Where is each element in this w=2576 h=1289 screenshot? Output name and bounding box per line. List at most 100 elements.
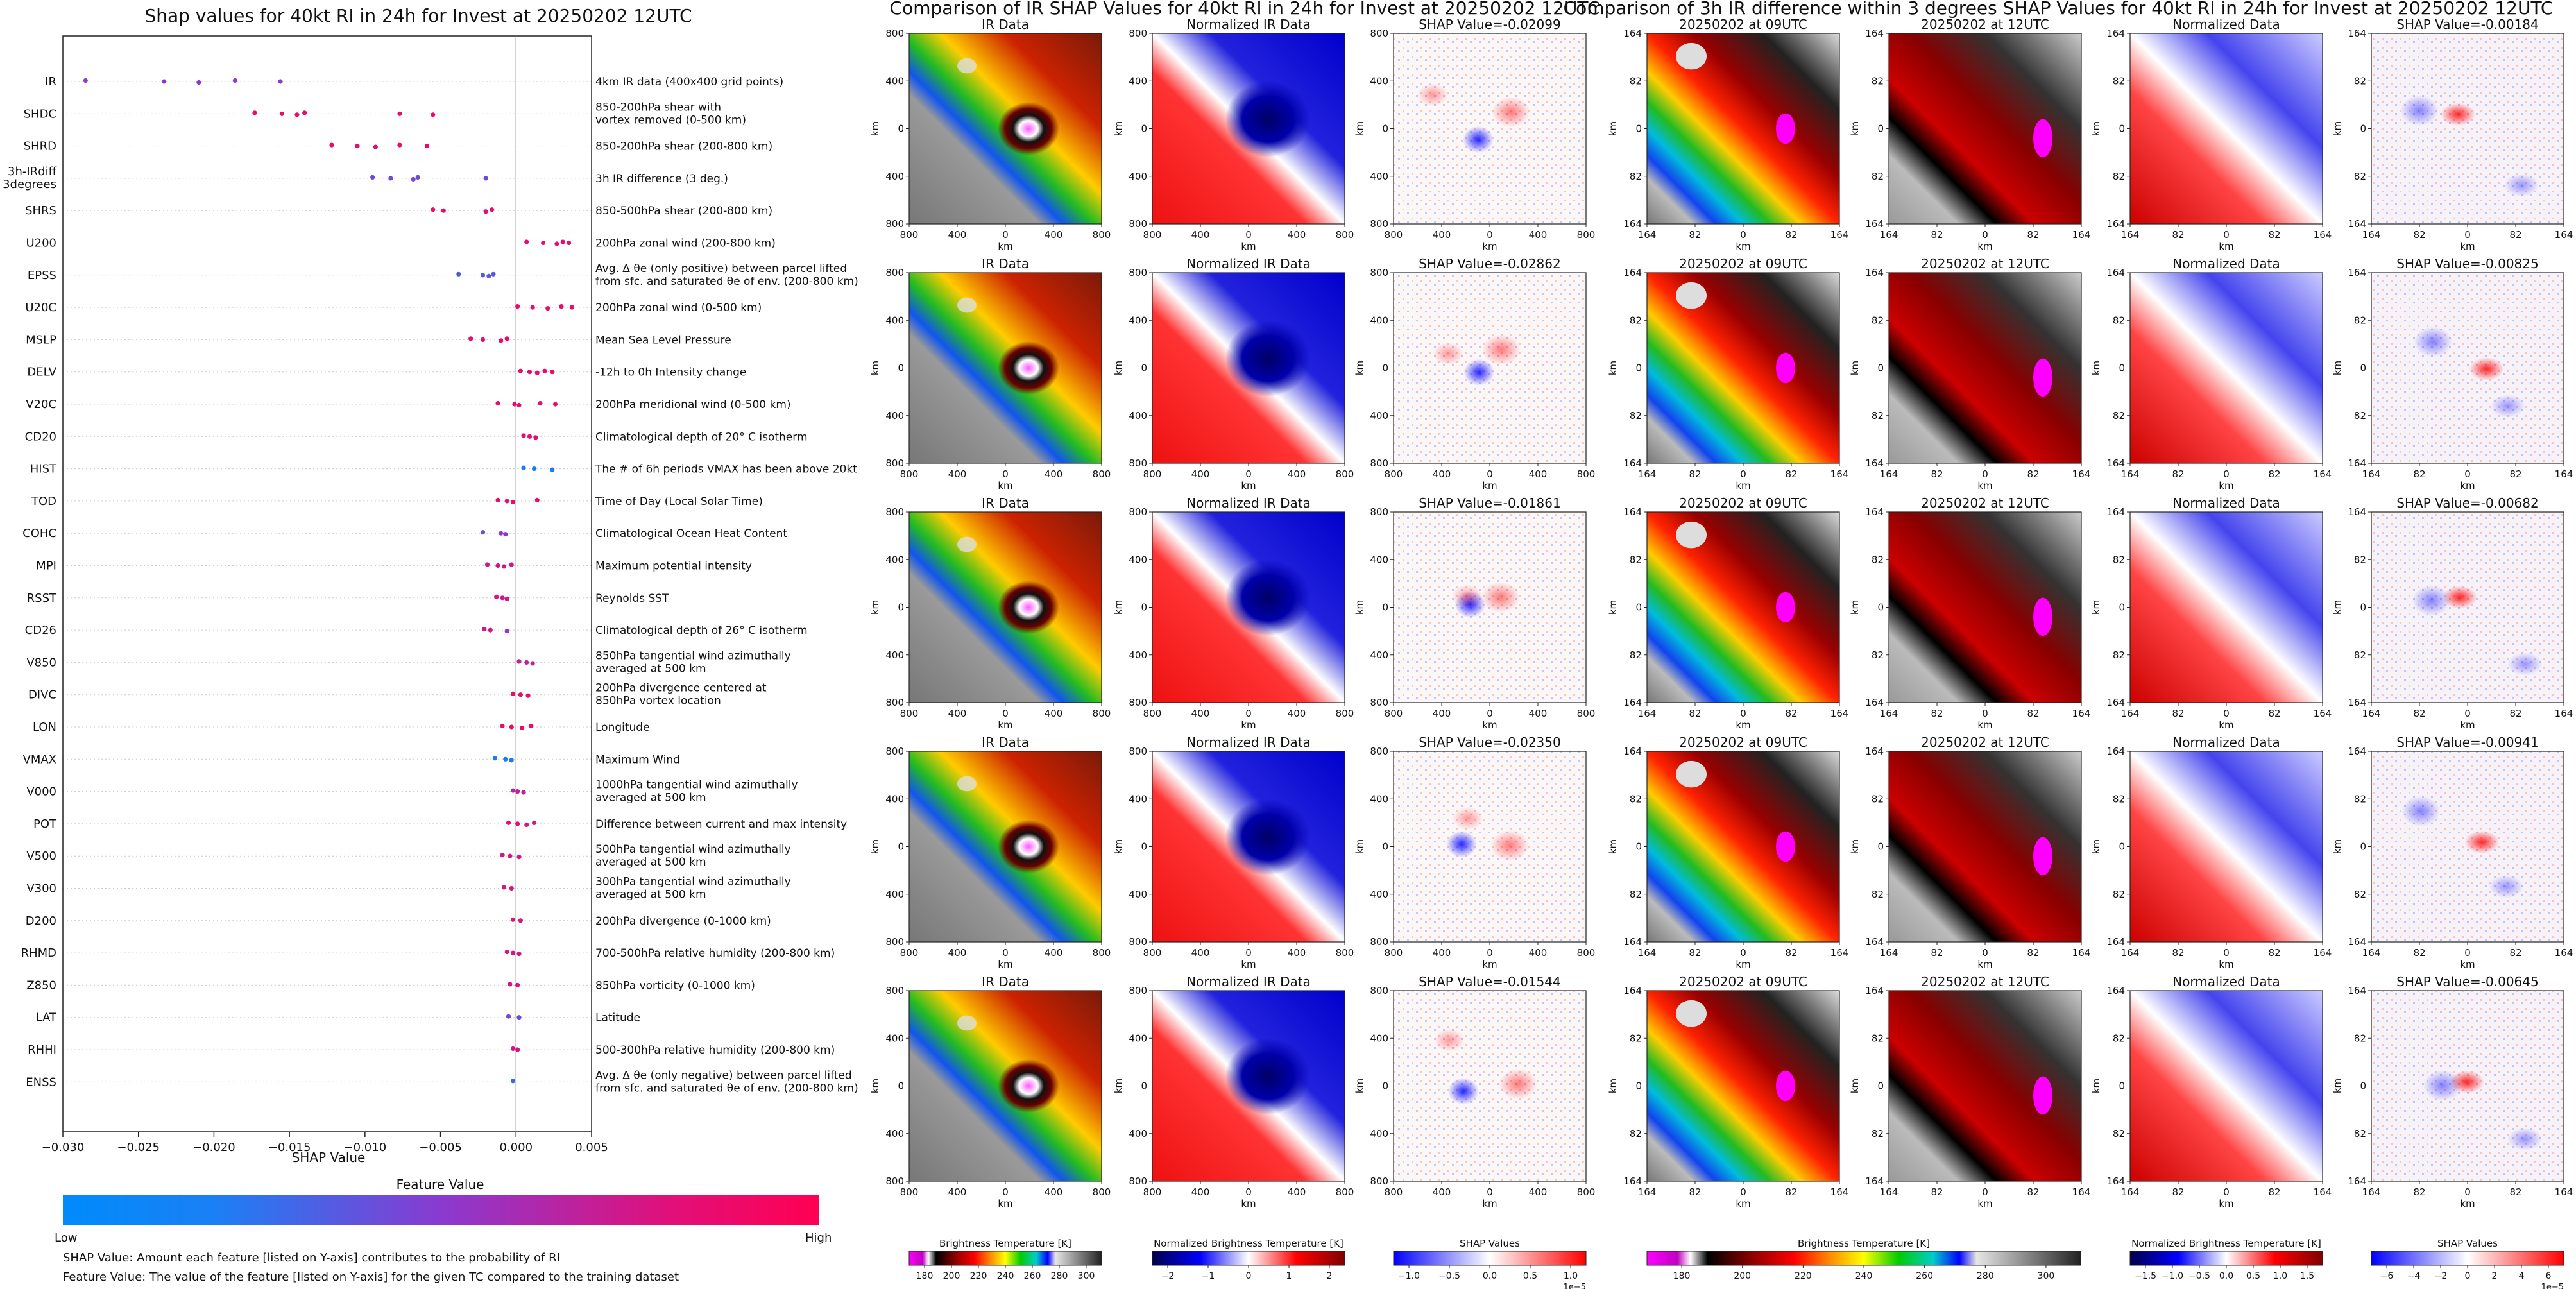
- y-tick-label: 164: [1865, 746, 1884, 757]
- y-axis-label: km: [869, 121, 881, 136]
- shap-point: [302, 110, 307, 115]
- y-tick-label: 164: [1623, 267, 1642, 278]
- y-tick-label: 164: [2106, 746, 2125, 757]
- y-tick-label: 0: [1382, 1080, 1388, 1092]
- shap-point: [516, 855, 522, 860]
- shap-point: [162, 79, 167, 84]
- y-tick-label: 164: [2348, 985, 2366, 996]
- ir-difference-panel: 20250202 at 12UTC1641648282008282164164k…: [1849, 256, 2090, 491]
- shap-point: [504, 596, 509, 601]
- x-tick-label: 0: [1982, 947, 1988, 959]
- y-axis-label: km: [1849, 839, 1861, 854]
- x-tick-label: 800: [900, 229, 919, 241]
- y-tick-label: 0: [1877, 1080, 1884, 1092]
- y-tick-label: 82: [1630, 75, 1642, 87]
- y-tick-label: 800: [1129, 746, 1147, 757]
- y-tick-label: 164: [2348, 1175, 2366, 1187]
- shap-point: [490, 207, 495, 212]
- shap-texture: [1394, 33, 1586, 224]
- shap-positive-region: [1481, 582, 1520, 613]
- x-axis-label: SHAP Value: [292, 1150, 366, 1165]
- ir-difference-image-12utc: [1889, 751, 2081, 942]
- feature-description: 200hPa zonal wind (200-800 km): [595, 237, 776, 250]
- shap-point: [521, 790, 526, 795]
- colorbar-exponent: 1e−5: [1564, 1283, 1586, 1289]
- y-tick-label: 800: [1129, 457, 1147, 469]
- y-tick-label: 800: [1129, 936, 1147, 948]
- feature-description: 500hPa tangential wind azimuthally averag…: [595, 843, 791, 869]
- colorbar-tick-label: 300: [1078, 1271, 1095, 1281]
- feature-description: 500-300hPa relative humidity (200-800 km…: [595, 1044, 835, 1057]
- y-tick-label: 82: [2113, 554, 2125, 565]
- y-tick-label: 82: [2113, 1128, 2125, 1140]
- storm-core: [998, 101, 1059, 156]
- x-axis-label: km: [2219, 1198, 2233, 1209]
- colorbar-gradient: [1152, 1251, 1345, 1266]
- feature-description: 1000hPa tangential wind azimuthally avera…: [595, 779, 798, 805]
- shap-positive-region: [2443, 586, 2478, 609]
- difference-normalized-brightness-colorbar: Normalized Brightness Temperature [K] −1.…: [2129, 1238, 2323, 1281]
- cloud-patch: [1676, 282, 1707, 309]
- ir-difference-image-09utc: [1647, 512, 1839, 703]
- x-tick-label: 82: [2413, 229, 2425, 241]
- y-axis-label: km: [1113, 839, 1124, 854]
- panel-title: IR Data: [982, 256, 1029, 271]
- x-tick-label: 0: [2223, 468, 2230, 480]
- shap-point: [492, 756, 497, 761]
- colorbar-tick-label: −6: [2380, 1271, 2394, 1281]
- y-tick-label: 82: [1872, 1128, 1884, 1140]
- ir-difference-image-12utc: [1889, 273, 2081, 463]
- storm-core: [1225, 81, 1310, 158]
- cloud-patch: [957, 1015, 977, 1031]
- ir-difference-panel: 20250202 at 12UTC1641648282008282164164k…: [1849, 974, 2090, 1209]
- ir-shap-comparison: Comparison of IR SHAP Values for 40kt RI…: [869, 0, 1599, 1289]
- x-tick-label: 400: [948, 1186, 967, 1198]
- ir-difference-panel: SHAP Value=-0.00941164164828200828216416…: [2332, 735, 2573, 970]
- y-axis-label: km: [2332, 361, 2343, 375]
- storm-core: [1225, 320, 1310, 397]
- shap-point: [279, 111, 284, 116]
- y-tick-label: 82: [1872, 410, 1884, 422]
- feature-description: 850hPa tangential wind azimuthally averag…: [595, 649, 791, 675]
- y-tick-label: 164: [2106, 218, 2125, 230]
- x-tick-label: 400: [1529, 708, 1548, 719]
- x-tick-label: 800: [900, 708, 919, 719]
- shap-point: [521, 433, 526, 438]
- y-tick-label: 82: [1630, 793, 1642, 805]
- x-axis-label: km: [998, 480, 1012, 491]
- panel-title: Normalized IR Data: [1186, 256, 1311, 271]
- x-axis-label: km: [998, 241, 1012, 252]
- x-tick-label: 800: [1385, 1186, 1403, 1198]
- y-tick-label: 400: [1370, 410, 1388, 422]
- y-tick-label: 164: [1865, 457, 1884, 469]
- y-tick-label: 82: [2354, 1032, 2366, 1044]
- x-tick-label: 0: [1487, 947, 1493, 959]
- shap-point: [510, 499, 516, 505]
- y-tick-label: 800: [1370, 457, 1388, 469]
- shap-point: [504, 499, 509, 504]
- x-tick-label: 82: [2172, 947, 2184, 959]
- x-tick-label: 800: [1093, 229, 1111, 241]
- y-tick-label: 800: [885, 1175, 904, 1187]
- y-tick-label: 0: [1635, 602, 1642, 613]
- x-tick-label: 164: [1830, 229, 1849, 241]
- x-axis-label: km: [1482, 719, 1497, 731]
- y-tick-label: 164: [1865, 267, 1884, 278]
- shap-point: [541, 240, 546, 246]
- shap-point: [542, 368, 547, 373]
- x-tick-label: 164: [2072, 947, 2091, 959]
- y-tick-label: 800: [1129, 28, 1147, 39]
- shap-point: [527, 370, 533, 375]
- y-tick-label: 164: [1623, 28, 1642, 39]
- feature-description: Difference between current and max inten…: [595, 818, 847, 831]
- x-tick-label: −0.005: [419, 1141, 462, 1154]
- y-tick-label: 82: [2113, 793, 2125, 805]
- x-tick-label: 82: [1689, 947, 1701, 959]
- x-axis-label: km: [1482, 241, 1497, 252]
- feature-label: TOD: [31, 495, 56, 508]
- shap-positive-region: [1499, 1068, 1538, 1100]
- cold-cloud-top: [1776, 592, 1795, 623]
- colorbar-gradient: [908, 1251, 1102, 1266]
- x-tick-label: 0: [2464, 1186, 2471, 1198]
